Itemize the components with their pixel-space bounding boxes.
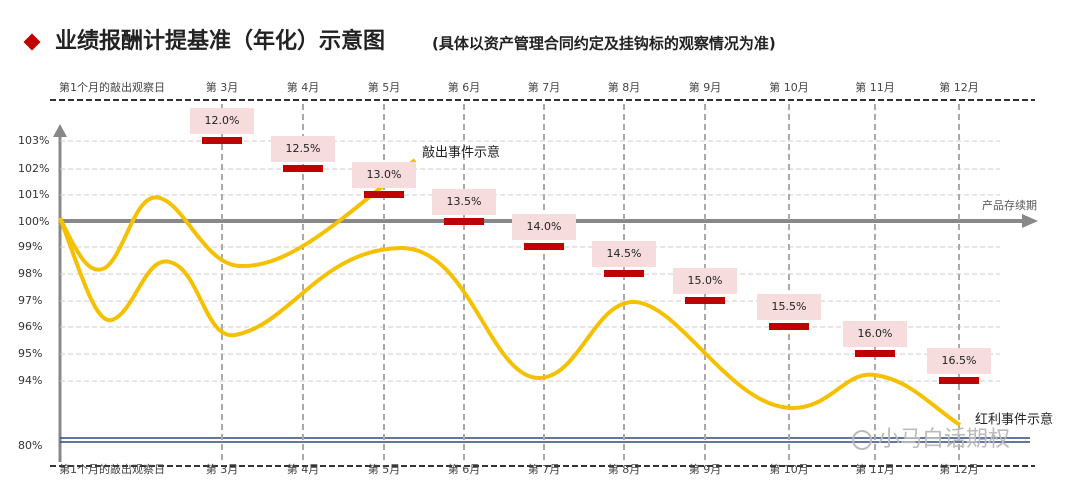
top-month: 第 3月	[206, 80, 239, 94]
rate-box	[512, 214, 576, 240]
knock-out-level	[444, 218, 484, 225]
bottom-month: 第 9月	[689, 462, 722, 476]
rate-label: 14.0%	[527, 220, 562, 233]
bottom-month: 第1个月的敲出观察日	[59, 462, 165, 476]
rate-label: 12.5%	[286, 142, 321, 155]
rate-label: 14.5%	[607, 247, 642, 260]
y-label: 103%	[18, 134, 49, 147]
bottom-month: 第 7月	[528, 462, 561, 476]
title-marker	[23, 33, 41, 51]
top-month: 第 5月	[368, 80, 401, 94]
top-month: 第 8月	[608, 80, 641, 94]
knock-out-level	[769, 323, 809, 330]
top-month: 第1个月的敲出观察日	[59, 80, 165, 94]
rate-label: 15.0%	[688, 274, 723, 287]
rate-label: 16.0%	[858, 327, 893, 340]
watermark: 小马白话期权	[878, 427, 1010, 452]
top-month: 第 10月	[769, 80, 809, 94]
rate-label: 16.5%	[942, 354, 977, 367]
top-month: 第 12月	[939, 80, 979, 94]
subtitle: (具体以资产管理合同约定及挂钩标的观察情况为准)	[432, 35, 776, 53]
knock-out-level	[604, 270, 644, 277]
top-month: 第 9月	[689, 80, 722, 94]
bottom-month: 第 10月	[769, 462, 809, 476]
y-label: 99%	[18, 240, 42, 253]
top-month: 第 7月	[528, 80, 561, 94]
knock-out-level	[685, 297, 725, 304]
rate-label: 12.0%	[205, 114, 240, 127]
bottom-month: 第 5月	[368, 462, 401, 476]
knock-out-path	[58, 158, 417, 272]
rate-box	[271, 136, 335, 162]
y-label: 101%	[18, 188, 49, 201]
rate-box	[843, 321, 907, 347]
duration-note: 产品存续期	[982, 198, 1037, 212]
watermark-icon	[852, 430, 872, 450]
rate-box	[592, 241, 656, 267]
knock-out-level	[283, 165, 323, 172]
knock-out-level	[364, 191, 404, 198]
bottom-month: 第 4月	[287, 462, 320, 476]
rate-box	[757, 294, 821, 320]
rate-box	[927, 348, 991, 374]
rate-label: 13.0%	[367, 168, 402, 181]
bottom-month: 第 12月	[939, 462, 979, 476]
bottom-month: 第 8月	[608, 462, 641, 476]
y-axis-arrow	[53, 124, 67, 137]
top-month: 第 4月	[287, 80, 320, 94]
knock-out-level	[524, 243, 564, 250]
y-label: 98%	[18, 267, 42, 280]
rate-box	[673, 268, 737, 294]
dividend-note: 红利事件示意	[975, 412, 1053, 428]
y-label: 100%	[18, 215, 49, 228]
knock-out-level	[855, 350, 895, 357]
y-label: 96%	[18, 320, 42, 333]
title: 业绩报酬计提基准（年化）示意图	[55, 28, 385, 54]
bottom-month: 第 3月	[206, 462, 239, 476]
knock-out-note: 敲出事件示意	[422, 145, 500, 161]
knock-out-level	[939, 377, 979, 384]
rate-label: 15.5%	[772, 300, 807, 313]
bottom-month: 第 11月	[855, 462, 895, 476]
y-label: 102%	[18, 162, 49, 175]
rate-label: 13.5%	[447, 195, 482, 208]
rate-box	[190, 108, 254, 134]
rate-box	[432, 189, 496, 215]
top-month: 第 11月	[855, 80, 895, 94]
y-label: 97%	[18, 294, 42, 307]
rate-box	[352, 162, 416, 188]
x-axis-arrow	[1022, 214, 1038, 228]
y-label: 95%	[18, 347, 42, 360]
top-month: 第 6月	[448, 80, 481, 94]
y-label: 80%	[18, 439, 42, 452]
bottom-month: 第 6月	[448, 462, 481, 476]
knock-out-level	[202, 137, 242, 144]
dividend-path	[58, 217, 962, 427]
y-label: 94%	[18, 374, 42, 387]
